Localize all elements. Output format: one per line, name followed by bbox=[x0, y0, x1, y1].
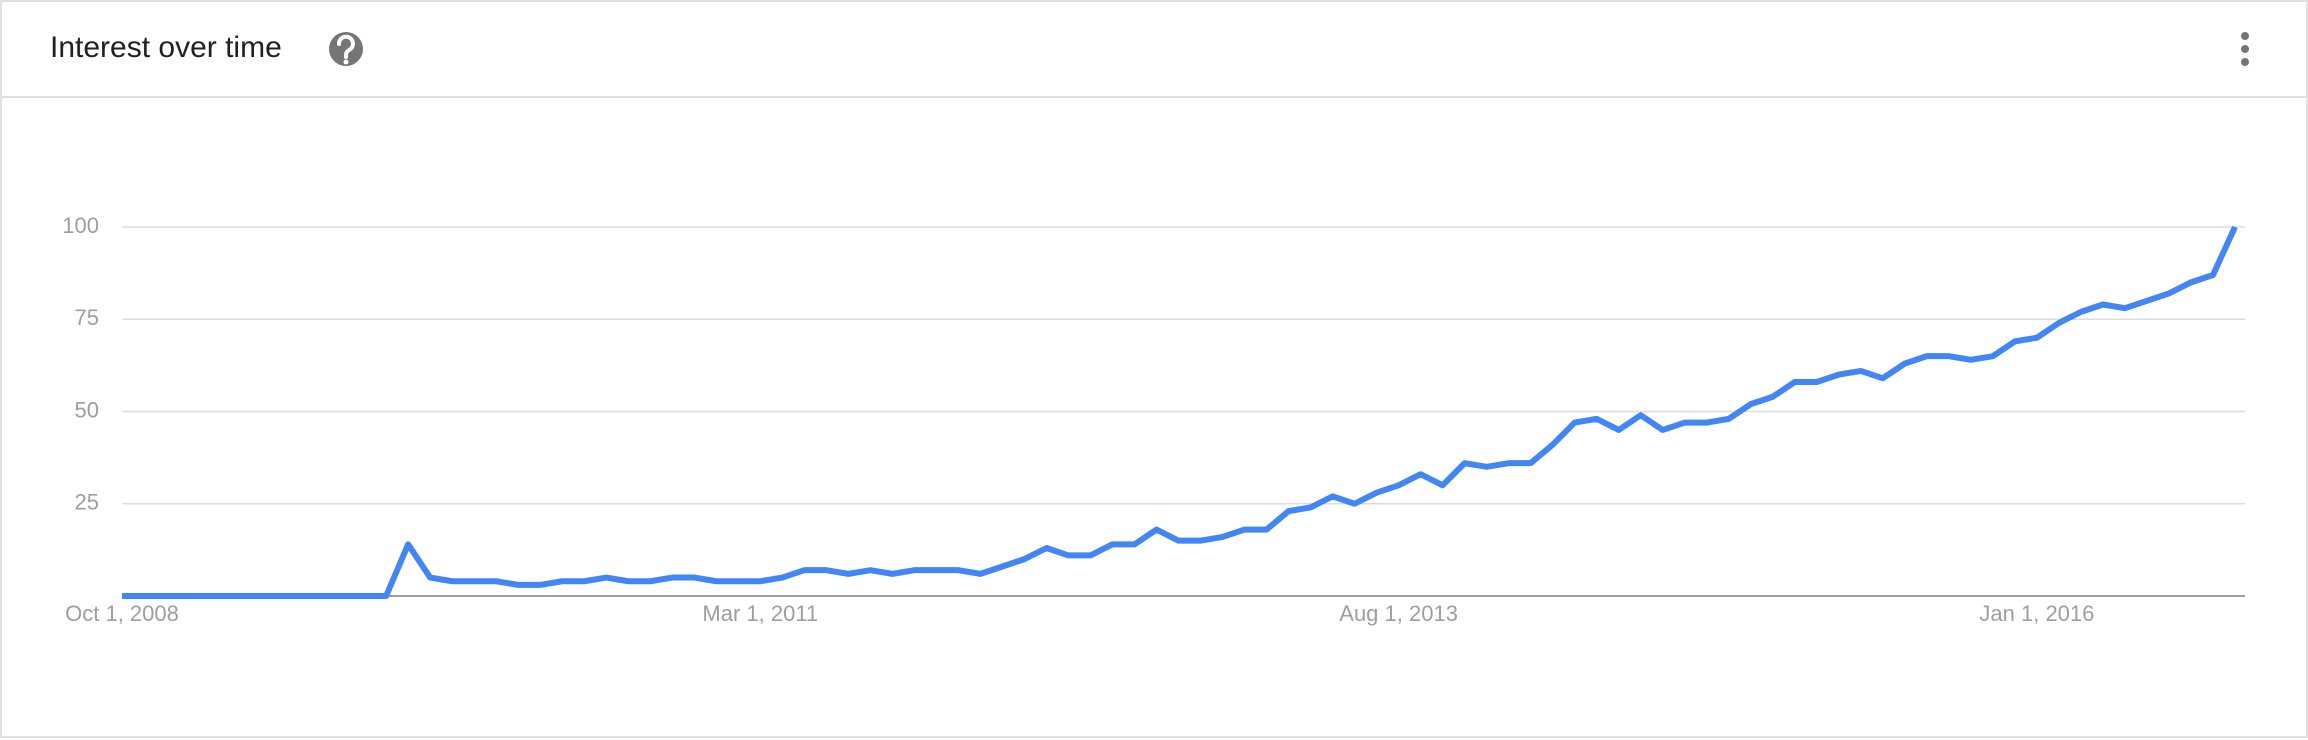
help-dot[interactable] bbox=[343, 59, 349, 65]
help-circle[interactable] bbox=[329, 32, 363, 66]
y-tick-label: 25 bbox=[75, 490, 99, 515]
x-tick-label: Jan 1, 2016 bbox=[1979, 601, 2094, 626]
y-tick-label: 50 bbox=[75, 397, 99, 422]
x-tick-label: Oct 1, 2008 bbox=[65, 601, 179, 626]
chart-title: Interest over time bbox=[50, 31, 282, 64]
x-tick-label: Aug 1, 2013 bbox=[1339, 601, 1458, 626]
help-glyph[interactable] bbox=[337, 34, 355, 59]
y-tick-label: 75 bbox=[75, 305, 99, 330]
menu-dot[interactable] bbox=[2241, 58, 2249, 66]
help-icon[interactable] bbox=[329, 32, 363, 66]
menu-dot[interactable] bbox=[2241, 32, 2249, 40]
trend-line bbox=[122, 225, 2238, 599]
x-tick-label: Mar 1, 2011 bbox=[702, 601, 818, 626]
menu-dot[interactable] bbox=[2241, 45, 2249, 53]
y-tick-label: 100 bbox=[62, 213, 99, 238]
menu-icon[interactable] bbox=[2241, 32, 2249, 66]
